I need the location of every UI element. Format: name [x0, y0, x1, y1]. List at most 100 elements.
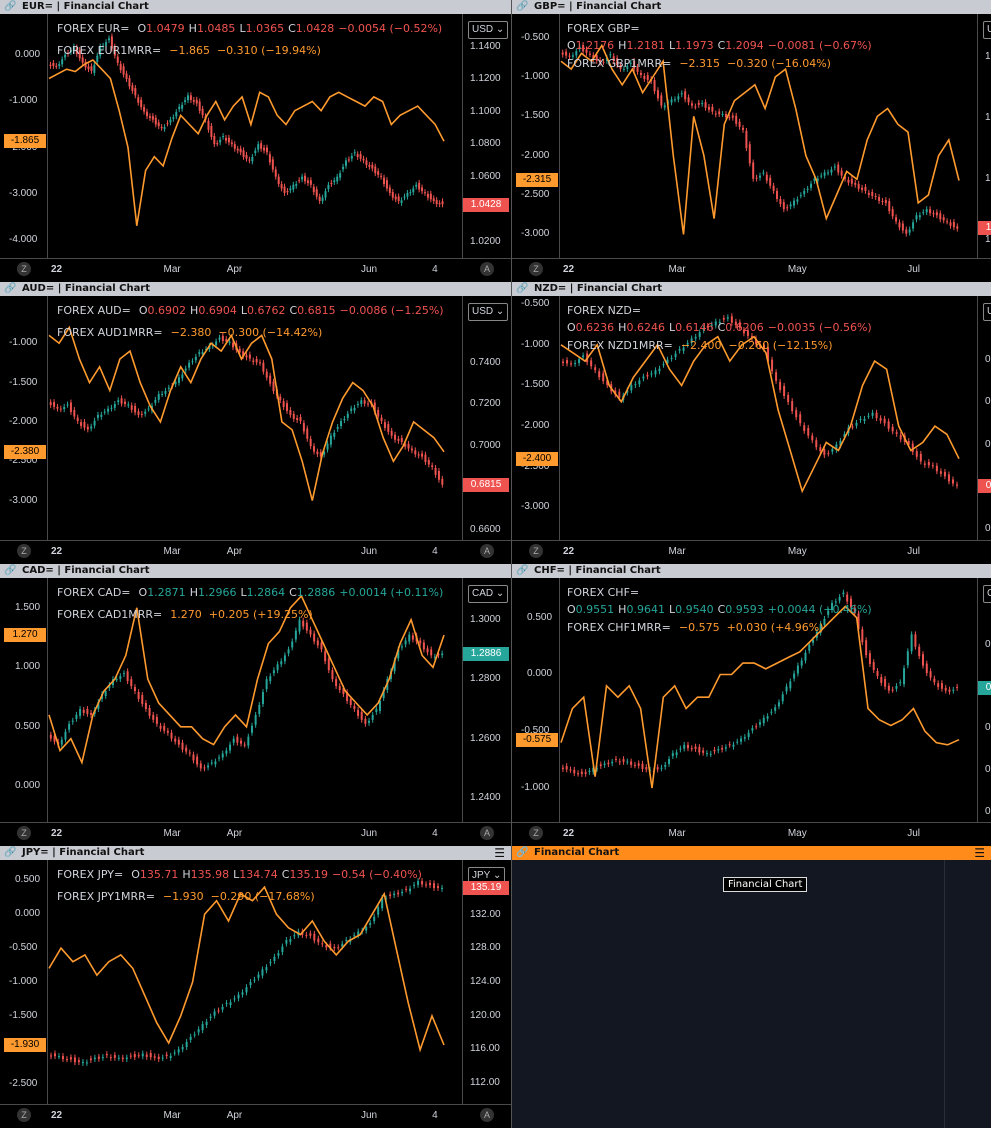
legend-main-series[interactable]: FOREX NZD= — [567, 304, 641, 317]
price-plot[interactable] — [47, 578, 462, 822]
panel-header[interactable]: 🔗 CHF= | Financial Chart — [512, 564, 991, 578]
candle-body — [819, 447, 822, 452]
rate-series-line — [560, 43, 960, 235]
legend-rate-series[interactable]: FOREX EUR1MRR= −1.865 −0.310 (−19.94%) — [57, 44, 325, 57]
x-axis-divider — [512, 822, 991, 823]
auto-scale-button[interactable]: A — [480, 826, 494, 840]
candle-body — [86, 426, 89, 430]
candle-body — [390, 430, 393, 436]
chart-panel-cad[interactable]: 🔗 CAD= | Financial Chart 1.500 1.000 0.500 0.… — [0, 564, 511, 846]
panel-header[interactable]: 🔗 GBP= | Financial Chart — [512, 0, 991, 14]
link-icon[interactable]: 🔗 — [516, 847, 529, 858]
link-icon[interactable]: 🔗 — [4, 283, 17, 294]
chart-panel-eur[interactable]: 🔗EUR= | Financial Chart0.000-1.000-2.000… — [0, 0, 511, 282]
link-icon[interactable]: 🔗 — [4, 565, 17, 576]
grid-divider-vertical[interactable] — [511, 0, 512, 1128]
currency-selector[interactable]: USD ⌄ — [468, 303, 509, 321]
panel-header[interactable]: 🔗 JPY= | Financial Chart ☰ — [0, 846, 511, 860]
auto-scale-button[interactable]: A — [480, 262, 494, 276]
candle-body — [810, 183, 813, 188]
zoom-button[interactable]: Z — [529, 826, 543, 840]
currency-selector[interactable]: CAD ⌄ — [468, 585, 509, 603]
price-plot[interactable] — [47, 296, 462, 540]
currency-selector[interactable]: CHF ⌄ — [983, 585, 991, 603]
candle-body — [405, 888, 408, 890]
ohlc-value-c: 1.0428 — [295, 22, 335, 35]
price-plot[interactable] — [559, 14, 977, 258]
legend-main-series[interactable]: FOREX EUR= O1.0479 H1.0485 L1.0365 C1.0428 −0… — [57, 22, 446, 35]
ohlc-value-o: 0.9551 — [575, 603, 615, 616]
candle-body — [189, 95, 192, 100]
hamburger-menu-icon[interactable]: ☰ — [494, 846, 505, 860]
chart-panel-nzd[interactable]: 🔗 NZD= | Financial Chart -0.500 -1.000 -1.50… — [512, 282, 991, 564]
candle-body — [578, 46, 581, 50]
ohlc-value-o: 135.71 — [139, 868, 179, 881]
zoom-button[interactable]: Z — [17, 1108, 31, 1122]
legend-rate-series[interactable]: FOREX CAD1MRR= 1.270 +0.205 (+19.25%) — [57, 608, 317, 621]
panel-header[interactable]: 🔗 CAD= | Financial Chart — [0, 564, 511, 578]
legend-rate-symbol: FOREX NZD1MRR= — [567, 339, 673, 352]
panel-header[interactable]: 🔗 AUD= | Financial Chart — [0, 282, 511, 296]
candle-body — [66, 404, 69, 406]
price-plot[interactable] — [559, 296, 977, 540]
left-axis-tick: -1.000 — [9, 95, 38, 107]
candle-body — [336, 176, 339, 182]
candle-body — [855, 422, 858, 426]
panel-header[interactable]: 🔗 Financial Chart ☰ — [512, 846, 991, 860]
auto-scale-button[interactable]: A — [480, 544, 494, 558]
candle-body — [305, 934, 308, 936]
panel-header[interactable]: 🔗 NZD= | Financial Chart — [512, 282, 991, 296]
candle-body — [338, 686, 341, 691]
candle-body — [746, 330, 749, 336]
ohlc-value-o: 1.0479 — [146, 22, 185, 35]
legend-rate-series[interactable]: FOREX AUD1MRR= −2.380 −0.300 (−14.42%) — [57, 326, 326, 339]
link-icon[interactable]: 🔗 — [4, 1, 17, 12]
chart-panel-jpy[interactable]: 🔗 JPY= | Financial Chart ☰ 0.500 0.000 -0.500… — [0, 846, 511, 1128]
zoom-button[interactable]: Z — [17, 544, 31, 558]
link-icon[interactable]: 🔗 — [516, 283, 529, 294]
candle-body — [771, 359, 774, 372]
candle-body — [116, 56, 119, 63]
legend-rate-values: −2.400 −0.260 (−12.15%) — [680, 339, 833, 352]
legend-rate-series[interactable]: FOREX GBP1MRR= −2.315 −0.320 (−16.04%) — [567, 57, 835, 70]
link-icon[interactable]: 🔗 — [516, 1, 529, 12]
currency-selector[interactable]: USD ⌄ — [983, 21, 991, 39]
legend-rate-series[interactable]: FOREX JPY1MRR= −1.930 −0.290 (−17.68%) — [57, 890, 319, 903]
legend-main-series[interactable]: FOREX GBP= — [567, 22, 640, 35]
chart-panel-gbp[interactable]: 🔗 GBP= | Financial Chart -0.500 -1.000 -1.50… — [512, 0, 991, 282]
candle-body — [397, 438, 400, 441]
candle-body — [943, 471, 946, 477]
candle-body — [806, 188, 809, 190]
link-icon[interactable]: 🔗 — [4, 847, 17, 858]
legend-main-series[interactable]: FOREX CHF= — [567, 586, 639, 599]
zoom-button[interactable]: Z — [17, 262, 31, 276]
price-plot[interactable] — [47, 860, 462, 1104]
chart-panel-chf[interactable]: 🔗 CHF= | Financial Chart 0.500 0.000 -0.500-… — [512, 564, 991, 846]
candle-body — [684, 91, 687, 100]
legend-main-series[interactable]: FOREX JPY= O135.71 H135.98 L134.74 C135.19 −0… — [57, 868, 426, 881]
legend-rate-series[interactable]: FOREX NZD1MRR= −2.400 −0.260 (−12.15%) — [567, 339, 837, 352]
panel-header[interactable]: 🔗 EUR= | Financial Chart — [0, 0, 511, 14]
zoom-button[interactable]: Z — [529, 544, 543, 558]
link-icon[interactable]: 🔗 — [516, 565, 529, 576]
zoom-button[interactable]: Z — [17, 826, 31, 840]
chart-panel-aud[interactable]: 🔗 AUD= | Financial Chart -1.000 -1.500 -2.00… — [0, 282, 511, 564]
price-plot[interactable] — [559, 578, 977, 822]
auto-scale-button[interactable]: A — [480, 1108, 494, 1122]
left-axis-divider — [47, 860, 48, 1104]
candle-body — [225, 137, 228, 141]
empty-chart-panel[interactable]: 🔗 Financial Chart ☰ Financial Chart — [512, 846, 991, 1128]
currency-selector[interactable]: USD ⌄ — [983, 303, 991, 321]
price-plot[interactable] — [47, 14, 462, 258]
zoom-button[interactable]: Z — [529, 262, 543, 276]
ohlc-value-h: 1.2966 — [197, 586, 237, 599]
candle-body — [117, 1057, 120, 1059]
candle-body — [404, 640, 407, 645]
candle-body — [891, 209, 894, 217]
legend-main-series[interactable]: FOREX AUD= O0.6902 H0.6904 L0.6762 C0.6815 −0… — [57, 304, 448, 317]
currency-selector[interactable]: USD ⌄ — [468, 21, 509, 39]
legend-main-series[interactable]: FOREX CAD= O1.2871 H1.2966 L1.2864 C1.2886 +0… — [57, 586, 447, 599]
hamburger-menu-icon[interactable]: ☰ — [974, 846, 985, 860]
legend-rate-series[interactable]: FOREX CHF1MRR= −0.575 +0.030 (+4.96%) — [567, 621, 828, 634]
legend-rate-symbol: FOREX CHF1MRR= — [567, 621, 671, 634]
